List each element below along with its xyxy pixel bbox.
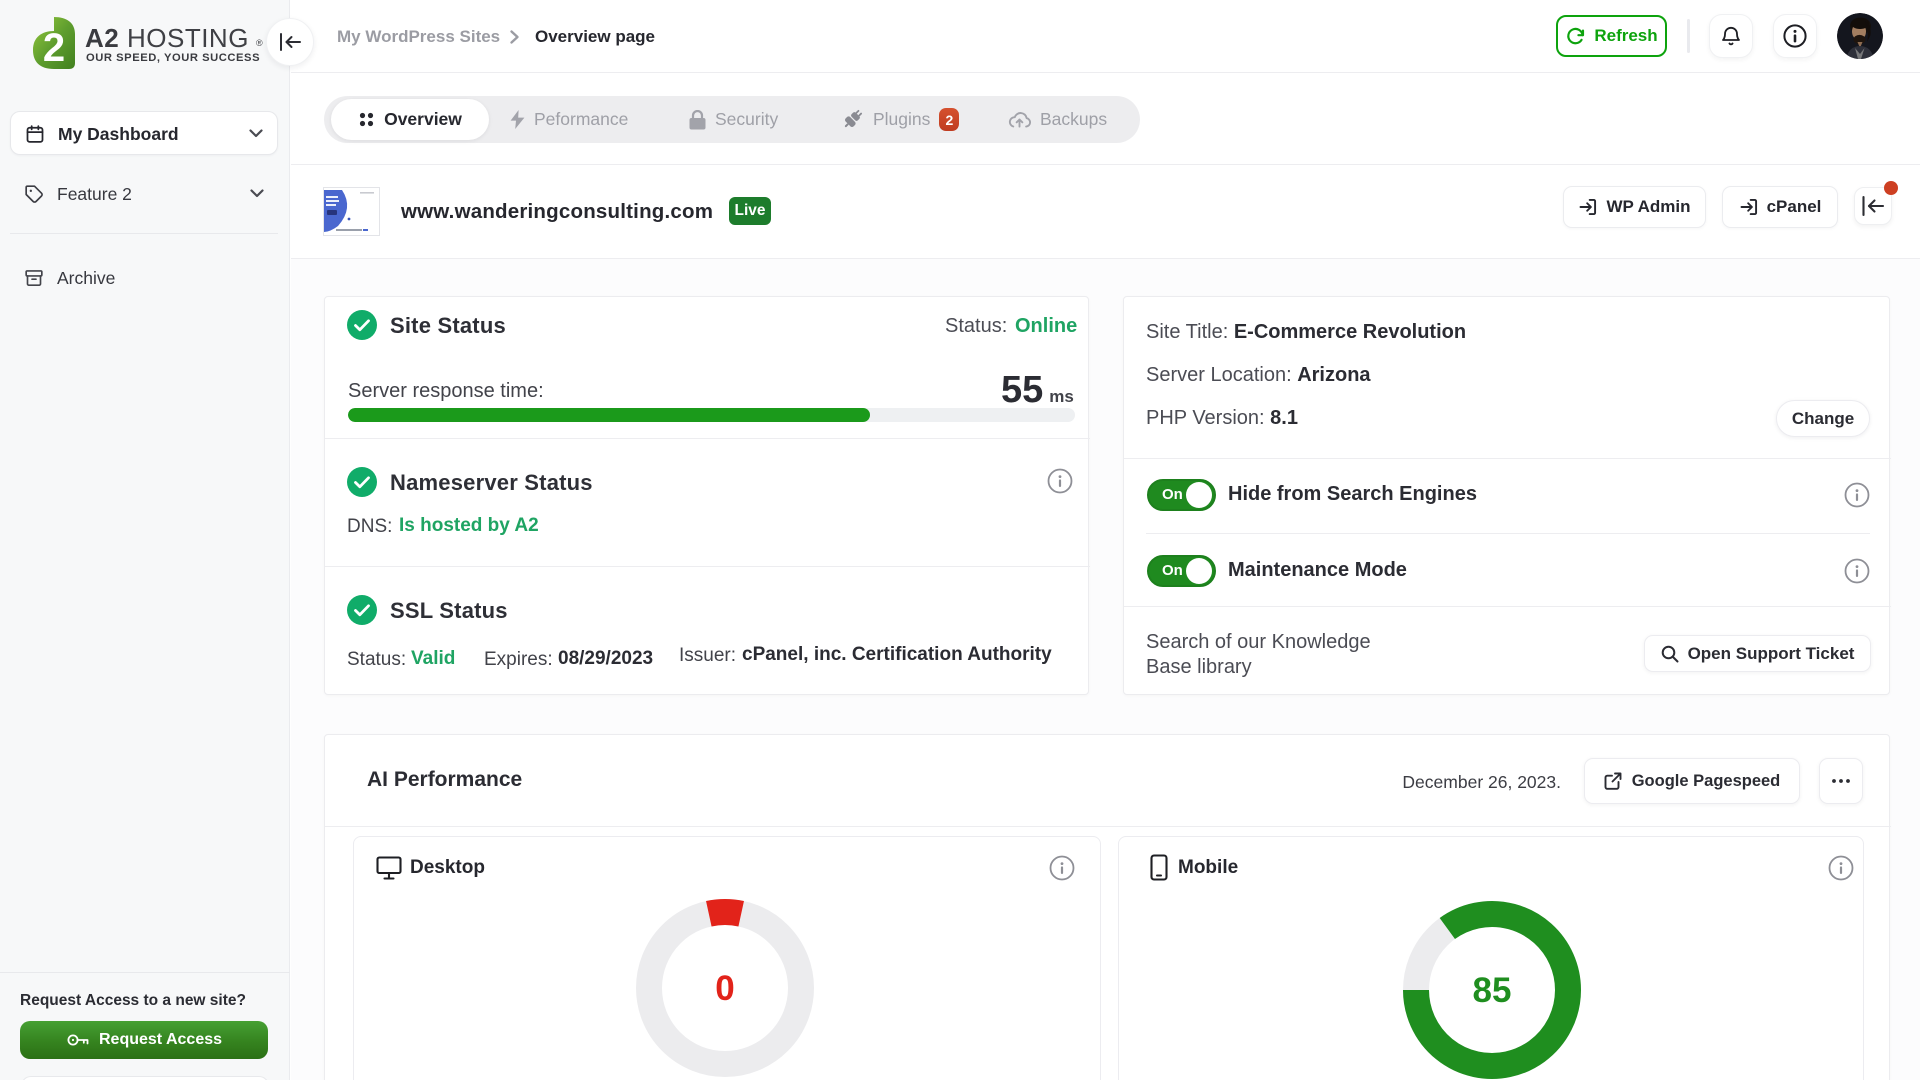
svg-text:85: 85: [1473, 971, 1512, 1010]
svg-text:2: 2: [43, 26, 65, 69]
svg-text:0: 0: [715, 969, 734, 1008]
